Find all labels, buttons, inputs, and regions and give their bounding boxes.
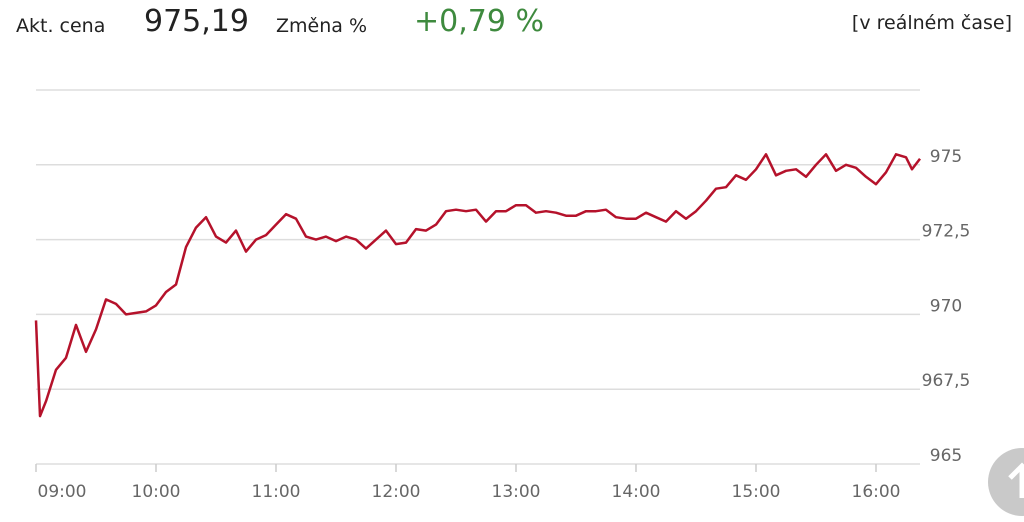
price-label: Akt. cena <box>16 15 106 37</box>
y-tick-label: 972,5 <box>922 222 971 242</box>
x-tick-label: 14:00 <box>612 482 661 502</box>
change-label: Změna % <box>276 15 367 37</box>
x-tick-label: 10:00 <box>132 482 181 502</box>
scroll-top-button[interactable] <box>988 448 1024 516</box>
x-tick-label: 16:00 <box>852 482 901 502</box>
y-tick-label: 965 <box>930 446 962 466</box>
y-tick-label: 967,5 <box>922 371 971 391</box>
y-tick-label: 975 <box>930 147 962 167</box>
x-tick-label: 12:00 <box>372 482 421 502</box>
change-value: +0,79 % <box>414 4 544 39</box>
x-tick-label: 09:00 <box>38 482 87 502</box>
quote-header: Akt. cena 975,19 Změna % +0,79 % [v reál… <box>0 0 1024 46</box>
y-tick-label: 970 <box>930 296 962 316</box>
x-tick-label: 11:00 <box>252 482 301 502</box>
x-tick-label: 13:00 <box>492 482 541 502</box>
realtime-note: [v reálném čase] <box>851 12 1012 34</box>
price-line <box>34 153 921 418</box>
price-value: 975,19 <box>144 4 249 39</box>
arrow-icon <box>1008 462 1024 498</box>
x-tick-label: 15:00 <box>732 482 781 502</box>
